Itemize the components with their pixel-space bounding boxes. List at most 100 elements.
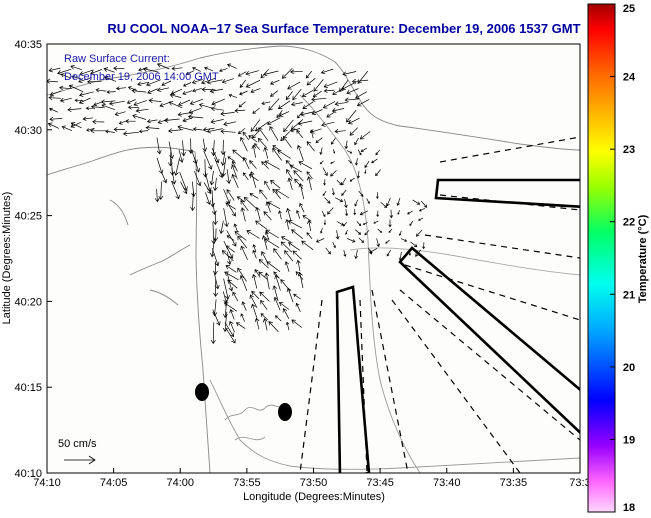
- current-vector: [364, 229, 370, 236]
- current-vector: [322, 101, 336, 109]
- current-vector: [235, 322, 246, 329]
- y-axis: 40:35 40:30 40:25 40:20 40:15 40:10: [14, 39, 52, 480]
- current-vector: [167, 128, 183, 134]
- current-vector: [234, 231, 247, 241]
- current-vector: [285, 207, 292, 222]
- current-vector: [319, 160, 324, 165]
- coastline-western: [47, 146, 211, 473]
- current-vector: [342, 71, 357, 77]
- current-vector: [415, 229, 423, 237]
- current-vector: [295, 209, 301, 219]
- current-vector: [311, 96, 327, 102]
- x-tick-label: 74:05: [100, 477, 128, 489]
- current-vector: [292, 88, 302, 101]
- current-vector: [147, 88, 158, 94]
- current-vector: [229, 308, 235, 320]
- current-vector: [412, 199, 421, 205]
- current-vector: [254, 269, 261, 278]
- current-vector: [220, 128, 236, 134]
- current-vector: [159, 101, 171, 108]
- current-vector: [341, 189, 347, 196]
- current-vector: [239, 90, 248, 96]
- current-vector: [211, 98, 226, 106]
- current-vector: [249, 160, 257, 169]
- current-vector: [371, 158, 378, 164]
- current-vector: [291, 229, 304, 239]
- current-vector: [282, 308, 290, 319]
- current-vector: [212, 299, 218, 317]
- current-vector: [410, 241, 418, 248]
- current-vector: [285, 91, 293, 101]
- current-vector: [257, 138, 268, 149]
- current-vector: [323, 179, 326, 186]
- current-vector: [154, 188, 160, 203]
- current-vector: [224, 322, 235, 338]
- current-vector: [264, 160, 280, 170]
- current-vector: [78, 97, 91, 104]
- current-vector: [160, 171, 168, 184]
- current-vector: [103, 75, 117, 82]
- current-vector: [342, 222, 348, 227]
- current-vector: [245, 70, 259, 76]
- current-vector: [60, 73, 71, 79]
- current-vector: [178, 149, 184, 163]
- current-vector: [335, 230, 340, 240]
- x-axis: 74:10 74:05 74:00 73:55 73:50 73:45 73:40 73:35…: [33, 468, 591, 489]
- current-vector: [49, 116, 63, 122]
- current-vector: [223, 302, 237, 312]
- current-vector: [226, 63, 237, 69]
- current-vector: [163, 117, 180, 123]
- current-vector: [146, 119, 158, 124]
- current-vector: [242, 131, 250, 141]
- current-vector: [320, 68, 334, 75]
- current-vector: [209, 88, 224, 94]
- current-vector: [284, 250, 294, 262]
- current-vector: [259, 291, 270, 302]
- current-vector: [185, 70, 194, 75]
- current-vector: [277, 100, 291, 110]
- current-vector: [251, 273, 258, 289]
- current-vector: [306, 78, 316, 86]
- current-vector: [177, 124, 194, 131]
- current-vector: [346, 150, 353, 154]
- current-vector: [285, 321, 290, 331]
- current-vector: [115, 86, 127, 91]
- current-vector: [171, 180, 180, 200]
- current-vector: [221, 157, 227, 178]
- current-vector: [192, 66, 201, 72]
- y-tick-label: 40:15: [14, 382, 42, 394]
- current-vector: [188, 138, 194, 154]
- current-vector: [357, 70, 369, 84]
- current-vector: [297, 111, 303, 119]
- x-tick-label: 73:55: [233, 477, 261, 489]
- lane-southeast: [398, 246, 580, 435]
- current-vector: [322, 190, 327, 197]
- current-vector: [132, 113, 147, 120]
- current-vector: [188, 107, 202, 114]
- y-tick-label: 40:30: [14, 125, 42, 137]
- colorbar-tick-label: 25: [623, 3, 635, 15]
- current-vector: [138, 67, 148, 72]
- current-vector: [245, 79, 261, 88]
- current-vector: [289, 164, 302, 173]
- current-vector: [272, 285, 279, 302]
- current-vector: [286, 169, 293, 180]
- current-vector: [276, 109, 283, 119]
- current-vector: [396, 197, 401, 207]
- colorbar: 25 24 23 22 21 20 19 18 Temperature (°C): [587, 3, 649, 514]
- current-vector: [239, 136, 248, 152]
- annotation-line-1: Raw Surface Current:: [64, 53, 170, 65]
- current-vector: [298, 161, 313, 170]
- current-vector: [156, 62, 170, 70]
- current-vector: [288, 242, 300, 251]
- current-vector: [302, 215, 312, 222]
- current-vector: [265, 229, 279, 239]
- x-tick-label: 73:40: [433, 477, 461, 489]
- current-vector: [182, 117, 194, 123]
- current-vector: [211, 248, 220, 267]
- colorbar-tick-label: 22: [623, 217, 635, 229]
- current-vector: [325, 247, 331, 255]
- current-vector: [240, 313, 245, 322]
- current-vector: [171, 167, 177, 185]
- current-vector: [354, 158, 359, 166]
